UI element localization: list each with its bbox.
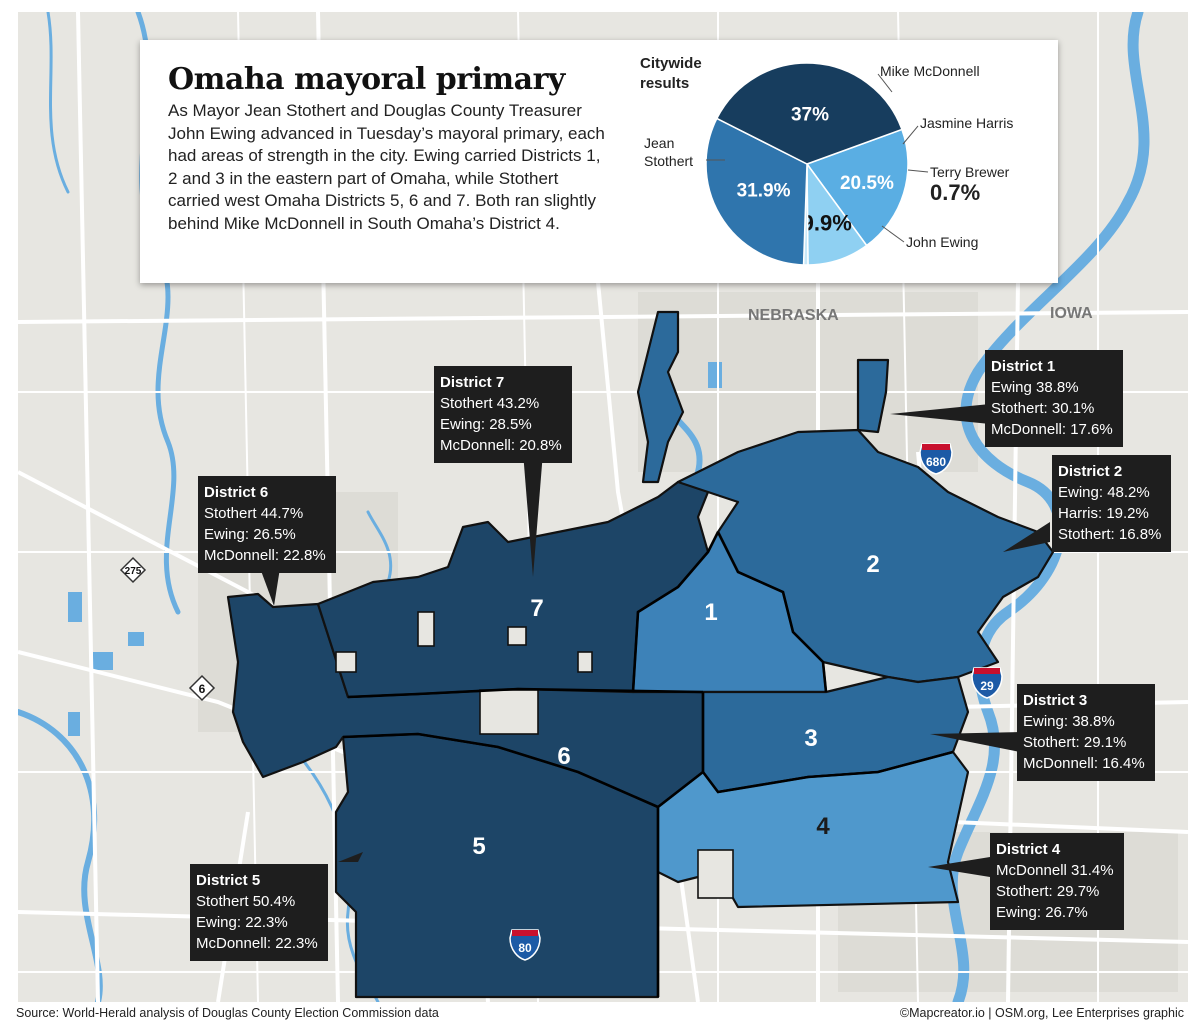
pointer-district-1 xyxy=(890,404,990,424)
credit-note: ©Mapcreator.io | OSM.org, Lee Enterprise… xyxy=(899,1006,1184,1020)
pie-leader-terry-brewer xyxy=(907,169,929,173)
callout-district-2-line-3: Stothert: 16.8% xyxy=(1058,526,1162,543)
shield-6-label: 6 xyxy=(199,682,206,696)
shield-80: 80 xyxy=(509,929,541,961)
callout-district-1: District 1 Ewing 38.8% Stothert: 30.1% M… xyxy=(985,350,1123,447)
callout-district-6-line-1: Stothert 44.7% xyxy=(204,505,304,522)
callout-district-5-line-1: Stothert 50.4% xyxy=(196,893,296,910)
pie-value-john-ewing: 31.9% xyxy=(737,181,791,202)
state-label-iowa: IOWA xyxy=(1050,305,1093,322)
pie-label-jean-stothert: Jean Stothert xyxy=(644,134,693,170)
pie-slice-mike-mcdonnell xyxy=(805,128,909,247)
pointer-district-2 xyxy=(1003,522,1050,552)
callout-district-7-name: District 7 xyxy=(440,374,505,391)
callout-district-4-line-3: Ewing: 26.7% xyxy=(996,904,1088,921)
callout-district-3-name: District 3 xyxy=(1023,692,1088,709)
callout-district-2-name: District 2 xyxy=(1058,463,1123,480)
pie-heading: Citywide results xyxy=(640,54,730,94)
callout-district-3-line-3: McDonnell: 16.4% xyxy=(1023,755,1145,772)
shield-29: 29 xyxy=(971,667,1003,699)
district-number-7: 7 xyxy=(530,595,543,622)
callout-district-3-line-2: Stothert: 29.1% xyxy=(1023,734,1127,751)
pointer-district-7 xyxy=(523,452,543,577)
intro-text: As Mayor Jean Stothert and Douglas Count… xyxy=(168,101,605,233)
district-boundaries xyxy=(342,531,954,997)
pie-label-mike-mcdonnell: Mike McDonnell xyxy=(880,63,980,79)
pie-label-jean-line-1: Jean xyxy=(644,135,675,151)
district-holes xyxy=(335,611,734,899)
pie-value-mike-mcdonnell: 20.5% xyxy=(840,173,894,194)
shield-680: 680 xyxy=(919,443,953,475)
callout-district-2: District 2 Ewing: 48.2% Harris: 19.2% St… xyxy=(1052,455,1172,552)
callout-district-3-line-1: Ewing: 38.8% xyxy=(1023,713,1115,730)
district-number-1: 1 xyxy=(704,599,717,626)
callout-district-1-line-3: McDonnell: 17.6% xyxy=(991,421,1113,438)
callout-district-2-line-1: Ewing: 48.2% xyxy=(1058,484,1150,501)
callout-district-4: District 4 McDonnell 31.4% Stothert: 29.… xyxy=(990,833,1124,930)
callout-district-7: District 7 Stothert 43.2% Ewing: 28.5% M… xyxy=(434,366,572,463)
district-number-5: 5 xyxy=(472,833,485,860)
district-1-river-arm xyxy=(636,310,685,484)
district-number-4: 4 xyxy=(816,813,830,840)
pie-label-john-ewing: John Ewing xyxy=(906,234,979,250)
district-number-2: 2 xyxy=(866,551,879,578)
pie-heading-line-2: results xyxy=(640,75,690,92)
callout-district-4-name: District 4 xyxy=(996,841,1061,858)
pie-leader-john-ewing xyxy=(881,225,905,243)
shield-275: 275 xyxy=(119,556,147,584)
header-panel: Omaha mayoral primary As Mayor Jean Stot… xyxy=(140,40,1058,283)
page-title: Omaha mayoral primary xyxy=(168,62,565,97)
callout-district-7-line-3: McDonnell: 20.8% xyxy=(440,437,562,454)
pie-label-terry-brewer: Terry Brewer xyxy=(930,164,1010,180)
state-label-nebraska: NEBRASKA xyxy=(748,307,839,324)
pie-leader-mike-mcdonnell xyxy=(877,73,893,93)
shield-6: 6 xyxy=(188,674,216,702)
pie-heading-line-1: Citywide xyxy=(640,55,702,72)
highway-shields: 680 29 80 275 6 xyxy=(119,443,1003,961)
source-note: Source: World-Herald analysis of Douglas… xyxy=(16,1006,439,1020)
pie-slice-john-ewing xyxy=(705,117,808,266)
callout-district-6-line-2: Ewing: 26.5% xyxy=(204,526,296,543)
callout-district-6-line-3: McDonnell: 22.8% xyxy=(204,547,326,564)
district-numbers: 1 2 3 4 5 6 7 xyxy=(472,551,879,860)
pie-value-terry-brewer: 0.7% xyxy=(930,180,981,205)
callout-district-5-line-3: McDonnell: 22.3% xyxy=(196,935,318,952)
callout-district-2-line-2: Harris: 19.2% xyxy=(1058,505,1149,522)
callout-district-6-name: District 6 xyxy=(204,484,269,501)
shield-275-label: 275 xyxy=(125,566,142,577)
pointer-district-3 xyxy=(930,732,1020,752)
district-number-3: 3 xyxy=(804,725,817,752)
pie-label-jean-line-2: Stothert xyxy=(644,153,694,169)
pointer-district-4 xyxy=(928,857,990,877)
pointer-district-5 xyxy=(338,852,363,862)
callout-district-5-name: District 5 xyxy=(196,872,261,889)
callout-district-6: District 6 Stothert 44.7% Ewing: 26.5% M… xyxy=(198,476,336,573)
districts xyxy=(226,310,1055,999)
callout-district-5-line-2: Ewing: 22.3% xyxy=(196,914,288,931)
callout-district-4-line-2: Stothert: 29.7% xyxy=(996,883,1100,900)
callout-district-1-line-1: Ewing 38.8% xyxy=(991,379,1079,396)
pie-value-jasmine-harris: 9.9% xyxy=(802,210,852,235)
shield-29-label: 29 xyxy=(980,679,994,693)
shield-680-label: 680 xyxy=(926,455,946,469)
callout-district-7-line-2: Ewing: 28.5% xyxy=(440,416,532,433)
state-labels: NEBRASKA IOWA xyxy=(748,305,1093,324)
pie-slice-jean-stothert xyxy=(715,62,903,165)
shield-80-label: 80 xyxy=(518,941,532,955)
pointer-district-6 xyxy=(260,568,280,606)
callout-district-1-name: District 1 xyxy=(991,358,1056,375)
callout-district-7-line-1: Stothert 43.2% xyxy=(440,395,540,412)
pie-label-jasmine-harris: Jasmine Harris xyxy=(920,115,1014,131)
district-number-6: 6 xyxy=(557,743,570,770)
callout-pointers xyxy=(260,404,1050,877)
pie-chart: 20.5% 9.9% 31.9% 37% xyxy=(705,62,929,266)
callout-district-4-line-1: McDonnell 31.4% xyxy=(996,862,1114,879)
callout-district-5: District 5 Stothert 50.4% Ewing: 22.3% M… xyxy=(190,864,328,961)
callout-district-1-line-2: Stothert: 30.1% xyxy=(991,400,1095,417)
pie-value-jean-stothert: 37% xyxy=(791,105,829,126)
pie-leader-jasmine-harris xyxy=(902,125,919,145)
callout-district-3: District 3 Ewing: 38.8% Stothert: 29.1% … xyxy=(1017,684,1155,781)
district-1-river-arm-2 xyxy=(856,358,890,434)
